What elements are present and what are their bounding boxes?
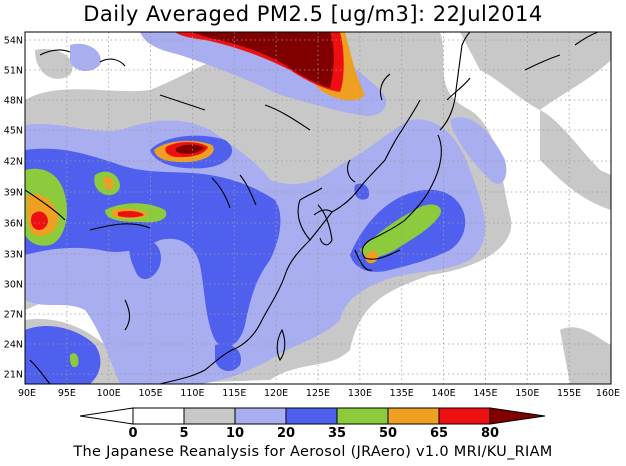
lon-tick-label: 130E: [348, 388, 372, 399]
map-title: Daily Averaged PM2.5 [ug/m3]: 22Jul2014: [83, 2, 543, 26]
colorbar-level-label: 20: [277, 426, 295, 441]
footer-credit: The Japanese Reanalysis for Aerosol (JRA…: [73, 444, 553, 460]
lon-axis-labels: 90E 95E 100E 105E 110E 115E 120E 125E 13…: [18, 388, 620, 399]
lat-tick-label: 24N: [4, 340, 23, 351]
lat-tick-label: 39N: [4, 188, 23, 199]
lon-tick-label: 100E: [97, 388, 121, 399]
colorbar-level-label: 50: [379, 426, 397, 441]
lat-tick-label: 54N: [4, 36, 23, 47]
lat-lon-grid: [25, 32, 611, 384]
lon-tick-label: 145E: [473, 388, 497, 399]
colorbar-under-triangle: [79, 407, 134, 425]
colorbar-bin: [183, 407, 236, 425]
colorbar-level-label: 35: [328, 426, 346, 441]
lon-tick-label: 125E: [306, 388, 330, 399]
lon-tick-label: 140E: [432, 388, 456, 399]
colorbar-bin: [132, 407, 185, 425]
map-frame: [24, 31, 612, 385]
lon-tick-label: 150E: [515, 388, 539, 399]
lon-tick-label: 160E: [596, 388, 620, 399]
lat-axis-labels: 54N 51N 48N 45N 42N 39N 36N 33N 30N 27N …: [4, 36, 23, 381]
coastlines: [25, 32, 599, 384]
colorbar-bin: [387, 407, 440, 425]
lon-tick-label: 120E: [264, 388, 288, 399]
lon-tick-label: 95E: [58, 388, 76, 399]
colorbar-bin: [285, 407, 338, 425]
colorbar-labels: 0 5 10 20 35 50 65 80: [128, 426, 499, 441]
lat-tick-label: 45N: [4, 126, 23, 137]
colorbar-level-label: 0: [128, 426, 137, 441]
colorbar-level-label: 65: [430, 426, 448, 441]
lon-tick-label: 110E: [180, 388, 204, 399]
colorbar-level-label: 5: [179, 426, 188, 441]
lat-tick-label: 42N: [4, 157, 23, 168]
lat-tick-label: 36N: [4, 219, 23, 230]
colorbar: [79, 407, 546, 425]
lat-tick-label: 51N: [4, 66, 23, 77]
colorbar-level-label: 80: [481, 426, 499, 441]
lat-tick-label: 21N: [4, 370, 23, 381]
lon-tick-label: 115E: [222, 388, 246, 399]
lon-tick-label: 105E: [139, 388, 163, 399]
colorbar-over-triangle: [489, 407, 546, 425]
lat-tick-label: 48N: [4, 96, 23, 107]
lat-tick-label: 30N: [4, 280, 23, 291]
band-80-plus: [175, 32, 334, 154]
lat-tick-label: 33N: [4, 250, 23, 261]
colorbar-bin: [438, 407, 491, 425]
colorbar-bin: [336, 407, 389, 425]
lon-tick-label: 155E: [557, 388, 581, 399]
lon-tick-label: 90E: [18, 388, 36, 399]
lat-tick-label: 27N: [4, 310, 23, 321]
colorbar-bin: [234, 407, 287, 425]
lon-tick-label: 135E: [390, 388, 414, 399]
colorbar-level-label: 10: [226, 426, 244, 441]
